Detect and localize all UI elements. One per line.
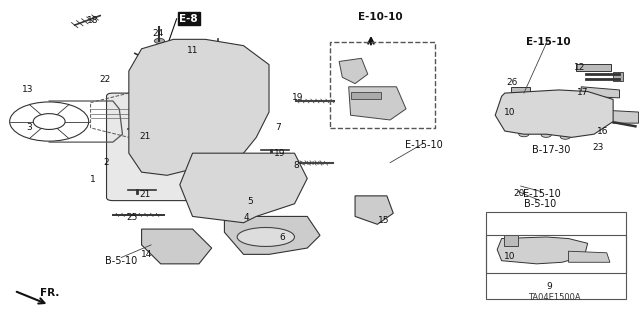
Text: 10: 10 (504, 252, 515, 261)
Bar (613, 71, 623, 81)
Bar (506, 97, 522, 109)
FancyBboxPatch shape (106, 93, 202, 201)
Circle shape (516, 125, 526, 130)
Circle shape (154, 38, 164, 43)
Text: E-15-10: E-15-10 (526, 38, 570, 48)
Text: TA04E1500A: TA04E1500A (528, 293, 581, 302)
Text: E-15-10: E-15-10 (405, 140, 443, 150)
Text: 8: 8 (293, 161, 299, 170)
Polygon shape (355, 196, 394, 224)
Text: 19: 19 (292, 93, 303, 102)
Text: 10: 10 (504, 108, 515, 117)
Text: E-8: E-8 (179, 14, 198, 24)
Text: 20: 20 (513, 189, 525, 198)
Text: 25: 25 (126, 212, 138, 222)
Polygon shape (610, 110, 639, 123)
Text: 12: 12 (574, 63, 586, 72)
Text: 13: 13 (22, 85, 34, 94)
Text: 6: 6 (279, 233, 285, 242)
Bar (486, 235, 626, 299)
Bar (486, 212, 626, 273)
Bar (351, 92, 381, 100)
Text: 19: 19 (274, 149, 285, 158)
Text: E-15-10: E-15-10 (523, 189, 561, 199)
Text: 22: 22 (100, 75, 111, 84)
Text: 9: 9 (547, 282, 552, 291)
Bar (504, 235, 518, 247)
Text: 24: 24 (152, 28, 163, 38)
Text: 4: 4 (244, 212, 250, 222)
Polygon shape (141, 229, 212, 264)
Text: 21: 21 (139, 190, 150, 199)
Text: E-10-10: E-10-10 (358, 12, 403, 22)
Bar (576, 64, 611, 71)
Text: 7: 7 (276, 123, 282, 132)
Text: 15: 15 (378, 216, 390, 225)
Polygon shape (581, 87, 620, 98)
Text: 5: 5 (247, 197, 253, 206)
Polygon shape (180, 153, 307, 223)
Text: 11: 11 (187, 46, 198, 55)
Text: 26: 26 (507, 78, 518, 86)
Text: B-5-10: B-5-10 (524, 199, 556, 209)
Polygon shape (495, 90, 613, 137)
Text: 21: 21 (139, 132, 150, 141)
Text: 17: 17 (577, 88, 589, 97)
Polygon shape (568, 251, 610, 262)
Polygon shape (497, 237, 588, 264)
Text: B-5-10: B-5-10 (105, 256, 138, 266)
Text: 18: 18 (87, 16, 99, 25)
Circle shape (560, 134, 570, 139)
Bar (511, 87, 531, 92)
Text: FR.: FR. (40, 288, 59, 298)
Text: B-17-30: B-17-30 (532, 145, 570, 155)
Polygon shape (129, 39, 269, 175)
Circle shape (541, 132, 551, 137)
Text: 23: 23 (593, 143, 604, 152)
Ellipse shape (237, 227, 294, 247)
Polygon shape (339, 58, 368, 84)
Bar (330, 42, 435, 128)
Circle shape (519, 132, 529, 137)
Text: 2: 2 (104, 158, 109, 167)
Text: 3: 3 (26, 123, 32, 132)
Text: 1: 1 (90, 174, 95, 184)
Text: 14: 14 (141, 250, 152, 259)
Text: 16: 16 (597, 127, 609, 136)
Polygon shape (225, 216, 320, 254)
Polygon shape (349, 87, 406, 120)
